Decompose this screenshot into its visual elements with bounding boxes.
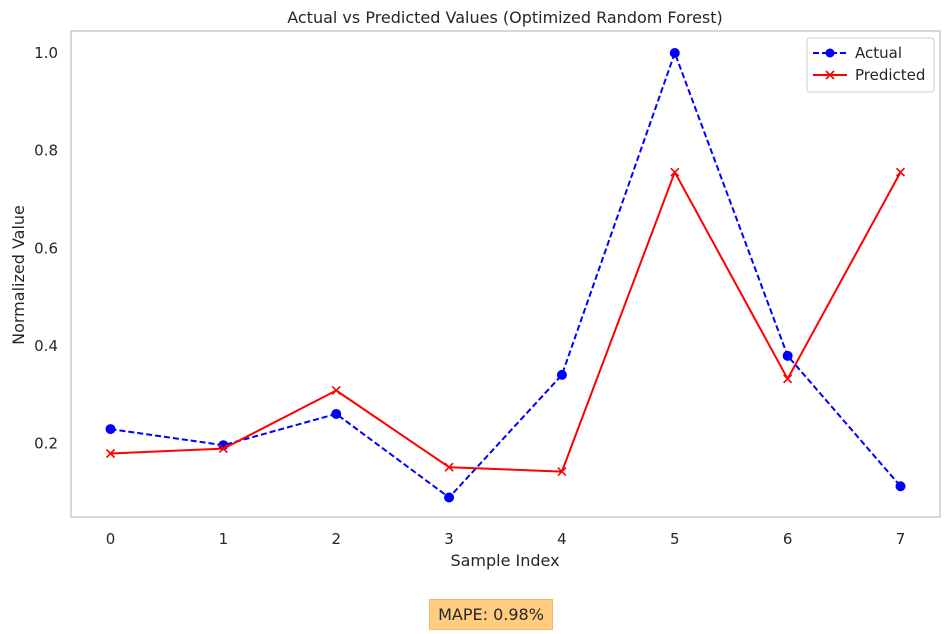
data-point-actual <box>331 408 342 419</box>
data-point-actual <box>895 481 906 492</box>
series-line-predicted <box>110 171 902 473</box>
y-tick-labels: 0.2 0.4 0.6 0.8 1.0 <box>34 44 58 453</box>
legend-item-predicted: Predicted <box>813 66 925 84</box>
data-point-predicted <box>895 167 906 177</box>
x-tick-label: 0 <box>106 530 116 548</box>
x-tick-label: 5 <box>670 530 680 548</box>
x-tick-label: 7 <box>896 530 906 548</box>
y-axis-label: Normalized Value <box>9 205 28 345</box>
chart-title: Actual vs Predicted Values (Optimized Ra… <box>287 8 723 27</box>
series-predicted <box>105 167 906 477</box>
x-tick-label: 3 <box>444 530 454 548</box>
legend-box <box>806 37 935 93</box>
data-point-predicted <box>444 462 454 472</box>
legend-label-predicted: Predicted <box>855 66 925 84</box>
legend-marker-predicted <box>825 70 835 80</box>
data-point-actual <box>444 492 455 503</box>
y-tick-label: 0.4 <box>34 337 58 355</box>
data-point-actual <box>782 350 793 361</box>
legend-marker-actual <box>825 48 835 58</box>
data-point-actual <box>669 47 680 58</box>
data-point-predicted <box>670 167 680 177</box>
x-axis-label: Sample Index <box>450 551 559 570</box>
x-tick-labels: 0 1 2 3 4 5 6 7 <box>106 530 906 548</box>
x-tick-label: 1 <box>219 530 229 548</box>
y-tick-label: 0.2 <box>34 435 58 453</box>
data-point-predicted <box>105 448 116 459</box>
x-tick-label: 6 <box>783 530 793 548</box>
data-point-actual <box>105 424 116 435</box>
x-tick-label: 4 <box>557 530 567 548</box>
series-line-actual <box>110 52 902 499</box>
data-point-actual <box>556 369 567 380</box>
data-point-predicted <box>218 444 228 454</box>
legend-label-actual: Actual <box>855 44 902 62</box>
series-layer <box>105 47 906 503</box>
y-tick-label: 0.8 <box>34 142 58 160</box>
data-point-predicted <box>331 385 341 396</box>
legend-item-actual: Actual <box>813 44 902 62</box>
legend: Actual Predicted <box>806 37 935 93</box>
plot-area <box>70 30 941 518</box>
mape-annotation: MAPE: 0.98% <box>429 599 553 630</box>
data-point-predicted <box>783 374 793 384</box>
x-tick-label: 2 <box>331 530 341 548</box>
y-tick-label: 0.6 <box>34 239 58 257</box>
y-tick-label: 1.0 <box>34 44 58 62</box>
data-point-predicted <box>557 467 567 477</box>
